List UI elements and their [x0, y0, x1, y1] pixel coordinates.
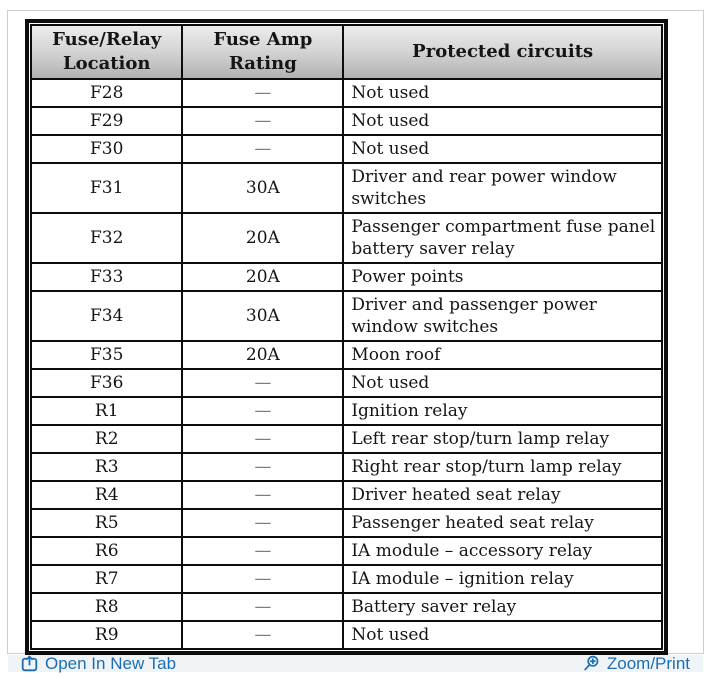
cell-circuit: Ignition relay	[342, 396, 663, 426]
open-in-new-tab-label: Open In New Tab	[45, 654, 177, 673]
cell-amp: —	[181, 424, 345, 454]
cell-location: F31	[29, 162, 184, 214]
cell-circuit: Power points	[342, 262, 663, 292]
zoom-print-link[interactable]: Zoom/Print	[583, 655, 690, 672]
cell-amp: —	[181, 396, 345, 426]
table-row: F35 20A Moon roof	[29, 340, 663, 370]
cell-circuit: Driver and rear power window switches	[342, 162, 663, 214]
table-row: F34 30A Driver and passenger power window …	[29, 290, 663, 342]
table-row: F31 30A Driver and rear power window switc…	[29, 162, 663, 214]
cell-location: F35	[29, 340, 184, 370]
cell-amp: —	[181, 536, 345, 566]
cell-circuit: Right rear stop/turn lamp relay	[342, 452, 663, 482]
cell-location: R6	[29, 536, 184, 566]
cell-location: F33	[29, 262, 184, 292]
table-row: R6— IA module – accessory relay	[29, 536, 663, 566]
cell-circuit: Not used	[342, 78, 663, 108]
fuse-table-frame: Fuse/Relay Location Fuse Amp Rating Prot…	[25, 19, 668, 655]
table-header-row: Fuse/Relay Location Fuse Amp Rating Prot…	[29, 24, 663, 80]
open-in-new-tab-icon	[21, 655, 38, 672]
table-row: R1— Ignition relay	[29, 396, 663, 426]
cell-location: R7	[29, 564, 184, 594]
cell-amp: 20A	[181, 340, 345, 370]
cell-location: F32	[29, 212, 184, 264]
cell-location: R8	[29, 592, 184, 622]
cell-circuit: Passenger heated seat relay	[342, 508, 663, 538]
cell-amp: 20A	[181, 262, 345, 292]
open-in-new-tab-link[interactable]: Open In New Tab	[21, 655, 176, 672]
column-header-fuse-amp-rating: Fuse Amp Rating	[181, 24, 345, 80]
table-row: F29— Not used	[29, 106, 663, 136]
cell-location: R9	[29, 620, 184, 650]
cell-amp: 30A	[181, 290, 345, 342]
viewer-footer: Open In New Tab Zoom/Print	[8, 655, 703, 672]
cell-amp: 20A	[181, 212, 345, 264]
cell-amp: —	[181, 480, 345, 510]
table-row: F33 20A Power points	[29, 262, 663, 292]
fuse-table-body: F28— Not used F29— Not used F30— Not used F31 3…	[29, 78, 663, 650]
table-row: R2— Left rear stop/turn lamp relay	[29, 424, 663, 454]
cell-amp: —	[181, 452, 345, 482]
table-row: R7— IA module – ignition relay	[29, 564, 663, 594]
cell-location: F28	[29, 78, 184, 108]
cell-amp: —	[181, 134, 345, 164]
cell-location: R5	[29, 508, 184, 538]
cell-circuit: Battery saver relay	[342, 592, 663, 622]
cell-location: F36	[29, 368, 184, 398]
cell-circuit: Not used	[342, 620, 663, 650]
table-row: R3— Right rear stop/turn lamp relay	[29, 452, 663, 482]
cell-location: F29	[29, 106, 184, 136]
cell-circuit: IA module – accessory relay	[342, 536, 663, 566]
cell-amp: —	[181, 564, 345, 594]
table-row: F30— Not used	[29, 134, 663, 164]
document-panel: Fuse/Relay Location Fuse Amp Rating Prot…	[7, 10, 704, 672]
cell-circuit: Not used	[342, 368, 663, 398]
cell-amp: —	[181, 106, 345, 136]
table-row: F36— Not used	[29, 368, 663, 398]
cell-circuit: Driver heated seat relay	[342, 480, 663, 510]
cell-circuit: Moon roof	[342, 340, 663, 370]
zoom-print-label: Zoom/Print	[606, 654, 690, 673]
cell-location: R1	[29, 396, 184, 426]
table-row: F28— Not used	[29, 78, 663, 108]
table-row: R4— Driver heated seat relay	[29, 480, 663, 510]
cell-amp: —	[181, 508, 345, 538]
cell-location: F34	[29, 290, 184, 342]
column-header-protected-circuits: Protected circuits	[342, 24, 663, 80]
cell-amp: —	[181, 368, 345, 398]
table-row: R9— Not used	[29, 620, 663, 650]
cell-amp: —	[181, 620, 345, 650]
cell-location: R4	[29, 480, 184, 510]
fuse-table: Fuse/Relay Location Fuse Amp Rating Prot…	[29, 24, 663, 650]
cell-circuit: Passenger compartment fuse panel battery…	[342, 212, 663, 264]
column-header-fuse-relay-location: Fuse/Relay Location	[29, 24, 184, 80]
cell-circuit: Not used	[342, 134, 663, 164]
cell-location: F30	[29, 134, 184, 164]
cell-amp: —	[181, 592, 345, 622]
cell-location: R3	[29, 452, 184, 482]
zoom-magnifier-icon	[583, 655, 600, 672]
cell-circuit: Driver and passenger power window switch…	[342, 290, 663, 342]
cell-location: R2	[29, 424, 184, 454]
cell-circuit: IA module – ignition relay	[342, 564, 663, 594]
cell-amp: 30A	[181, 162, 345, 214]
cell-circuit: Left rear stop/turn lamp relay	[342, 424, 663, 454]
cell-circuit: Not used	[342, 106, 663, 136]
table-row: R8— Battery saver relay	[29, 592, 663, 622]
cell-amp: —	[181, 78, 345, 108]
table-row: F32 20A Passenger compartment fuse panel b…	[29, 212, 663, 264]
table-row: R5— Passenger heated seat relay	[29, 508, 663, 538]
document-content: Fuse/Relay Location Fuse Amp Rating Prot…	[8, 11, 703, 655]
